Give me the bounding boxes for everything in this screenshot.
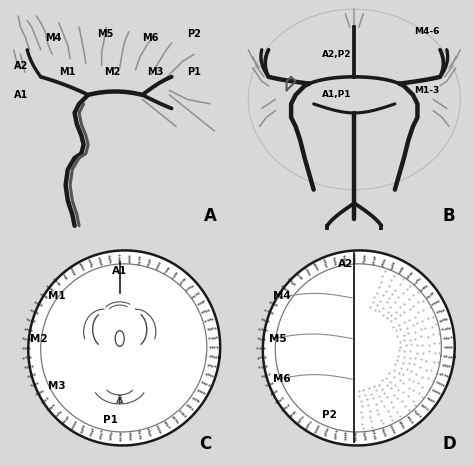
Polygon shape xyxy=(28,250,220,445)
Text: P2: P2 xyxy=(322,410,337,420)
Text: M3: M3 xyxy=(48,381,65,391)
Text: M4: M4 xyxy=(273,291,291,301)
Text: M4: M4 xyxy=(46,33,62,44)
Text: P1: P1 xyxy=(187,67,201,77)
Text: M1: M1 xyxy=(59,67,75,77)
Text: M6: M6 xyxy=(273,374,291,384)
Text: M1-3: M1-3 xyxy=(414,86,439,95)
Text: M5: M5 xyxy=(97,29,114,39)
Text: A: A xyxy=(203,207,217,225)
Text: D: D xyxy=(442,435,456,453)
Text: A2,P2: A2,P2 xyxy=(321,50,351,59)
Text: M2: M2 xyxy=(30,333,47,344)
Text: M1: M1 xyxy=(48,291,65,301)
Text: M3: M3 xyxy=(147,67,163,77)
Text: M6: M6 xyxy=(142,33,159,44)
Text: A1,P1: A1,P1 xyxy=(321,90,351,100)
Text: A1: A1 xyxy=(14,90,28,100)
Text: P1: P1 xyxy=(103,415,118,425)
Text: B: B xyxy=(443,207,456,225)
Text: A1: A1 xyxy=(112,266,128,276)
Text: P2: P2 xyxy=(187,29,201,39)
Text: C: C xyxy=(200,435,211,453)
Text: M5: M5 xyxy=(269,333,286,344)
Polygon shape xyxy=(263,250,455,445)
Text: M4-6: M4-6 xyxy=(414,27,439,36)
Text: M2: M2 xyxy=(104,67,120,77)
Text: A2: A2 xyxy=(14,60,28,71)
Text: A2: A2 xyxy=(337,259,353,269)
